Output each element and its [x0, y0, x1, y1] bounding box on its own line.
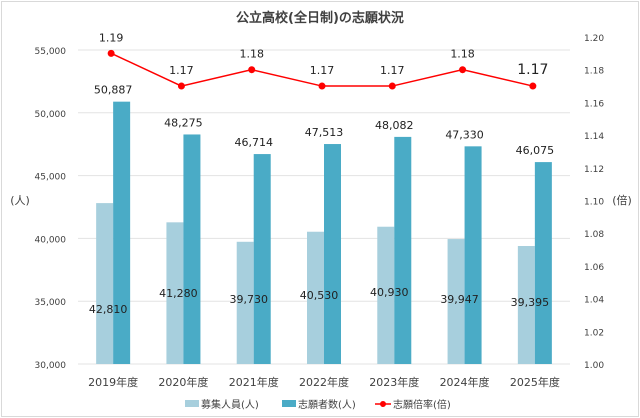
bar-recruitment	[517, 245, 535, 364]
y2-tick-label: 1.12	[584, 165, 604, 175]
y-tick-label: 30,000	[35, 361, 67, 371]
legend-swatch-applicants	[282, 400, 296, 407]
y2-tick-label: 1.06	[584, 263, 604, 273]
data-label-recruitment: 40,530	[300, 289, 339, 302]
bar-recruitment	[377, 226, 395, 364]
y2-tick-label: 1.00	[584, 361, 604, 371]
data-label-ratio: 1.17	[517, 62, 548, 78]
bar-recruitment	[447, 239, 465, 364]
legend-swatch-recruitment	[185, 400, 199, 407]
ratio-point	[107, 49, 115, 57]
bar-applicants	[183, 134, 201, 364]
legend-marker-ratio	[380, 401, 386, 407]
ratio-point	[177, 82, 185, 90]
data-label-recruitment: 42,810	[89, 303, 128, 316]
bar-applicants	[394, 136, 412, 364]
y2-tick-label: 1.08	[584, 230, 604, 240]
y-tick-label: 50,000	[35, 110, 67, 120]
ratio-point	[459, 66, 467, 74]
x-tick-label: 2021年度	[229, 375, 279, 389]
chart-title: 公立高校(全日制)の志願状況	[236, 10, 404, 26]
data-label-recruitment: 39,730	[229, 293, 268, 306]
data-label-ratio: 1.17	[380, 64, 405, 77]
bar-applicants	[253, 154, 271, 364]
data-label-applicants: 48,275	[164, 116, 203, 129]
data-label-ratio: 1.18	[450, 48, 475, 61]
data-label-ratio: 1.17	[169, 64, 194, 77]
data-label-ratio: 1.17	[310, 64, 335, 77]
bar-recruitment	[307, 231, 324, 364]
data-label-recruitment: 41,280	[159, 287, 198, 300]
x-tick-label: 2020年度	[158, 375, 208, 389]
y-tick-label: 40,000	[35, 235, 67, 245]
y-tick-label: 55,000	[35, 47, 67, 57]
y2-tick-label: 1.18	[584, 67, 604, 77]
x-tick-label: 2023年度	[369, 375, 419, 389]
y2-tick-label: 1.04	[584, 296, 604, 306]
x-tick-label: 2024年度	[440, 375, 490, 389]
data-label-applicants: 48,082	[375, 119, 414, 132]
data-label-applicants: 50,887	[94, 84, 133, 97]
bar-applicants	[464, 146, 482, 364]
y2-tick-label: 1.20	[584, 34, 604, 44]
ratio-point	[318, 82, 326, 90]
bar-applicants	[534, 162, 552, 364]
y-tick-label: 45,000	[35, 173, 67, 183]
x-tick-label: 2025年度	[510, 375, 560, 389]
data-label-ratio: 1.19	[99, 31, 124, 44]
data-label-applicants: 47,330	[445, 128, 484, 141]
legend-label: 志願者数(人)	[298, 398, 356, 411]
bar-applicants	[324, 144, 341, 364]
data-label-recruitment: 39,947	[440, 293, 479, 306]
y2-tick-label: 1.02	[584, 328, 604, 338]
bar-recruitment	[236, 241, 254, 364]
x-tick-label: 2022年度	[299, 375, 349, 389]
y2-axis-label: (倍)	[612, 193, 632, 207]
y-axis-label: (人)	[10, 194, 30, 207]
ratio-point	[388, 82, 396, 90]
data-label-applicants: 47,513	[305, 126, 344, 139]
bar-recruitment	[96, 203, 114, 364]
bar-recruitment	[166, 222, 184, 364]
y2-tick-label: 1.16	[584, 99, 604, 109]
data-label-ratio: 1.18	[239, 48, 264, 61]
y-tick-label: 35,000	[35, 298, 67, 308]
data-label-applicants: 46,714	[234, 136, 273, 149]
ratio-point	[529, 82, 537, 90]
data-label-applicants: 46,075	[516, 144, 555, 157]
x-tick-label: 2019年度	[88, 375, 138, 389]
bar-applicants	[113, 101, 131, 365]
y2-tick-label: 1.10	[584, 198, 604, 208]
ratio-point	[248, 66, 256, 74]
data-label-recruitment: 39,395	[511, 296, 550, 309]
y2-tick-label: 1.14	[584, 132, 604, 142]
data-label-recruitment: 40,930	[370, 286, 409, 299]
legend-label: 志願倍率(倍)	[393, 398, 451, 411]
legend-label: 募集人員(人)	[201, 398, 259, 411]
